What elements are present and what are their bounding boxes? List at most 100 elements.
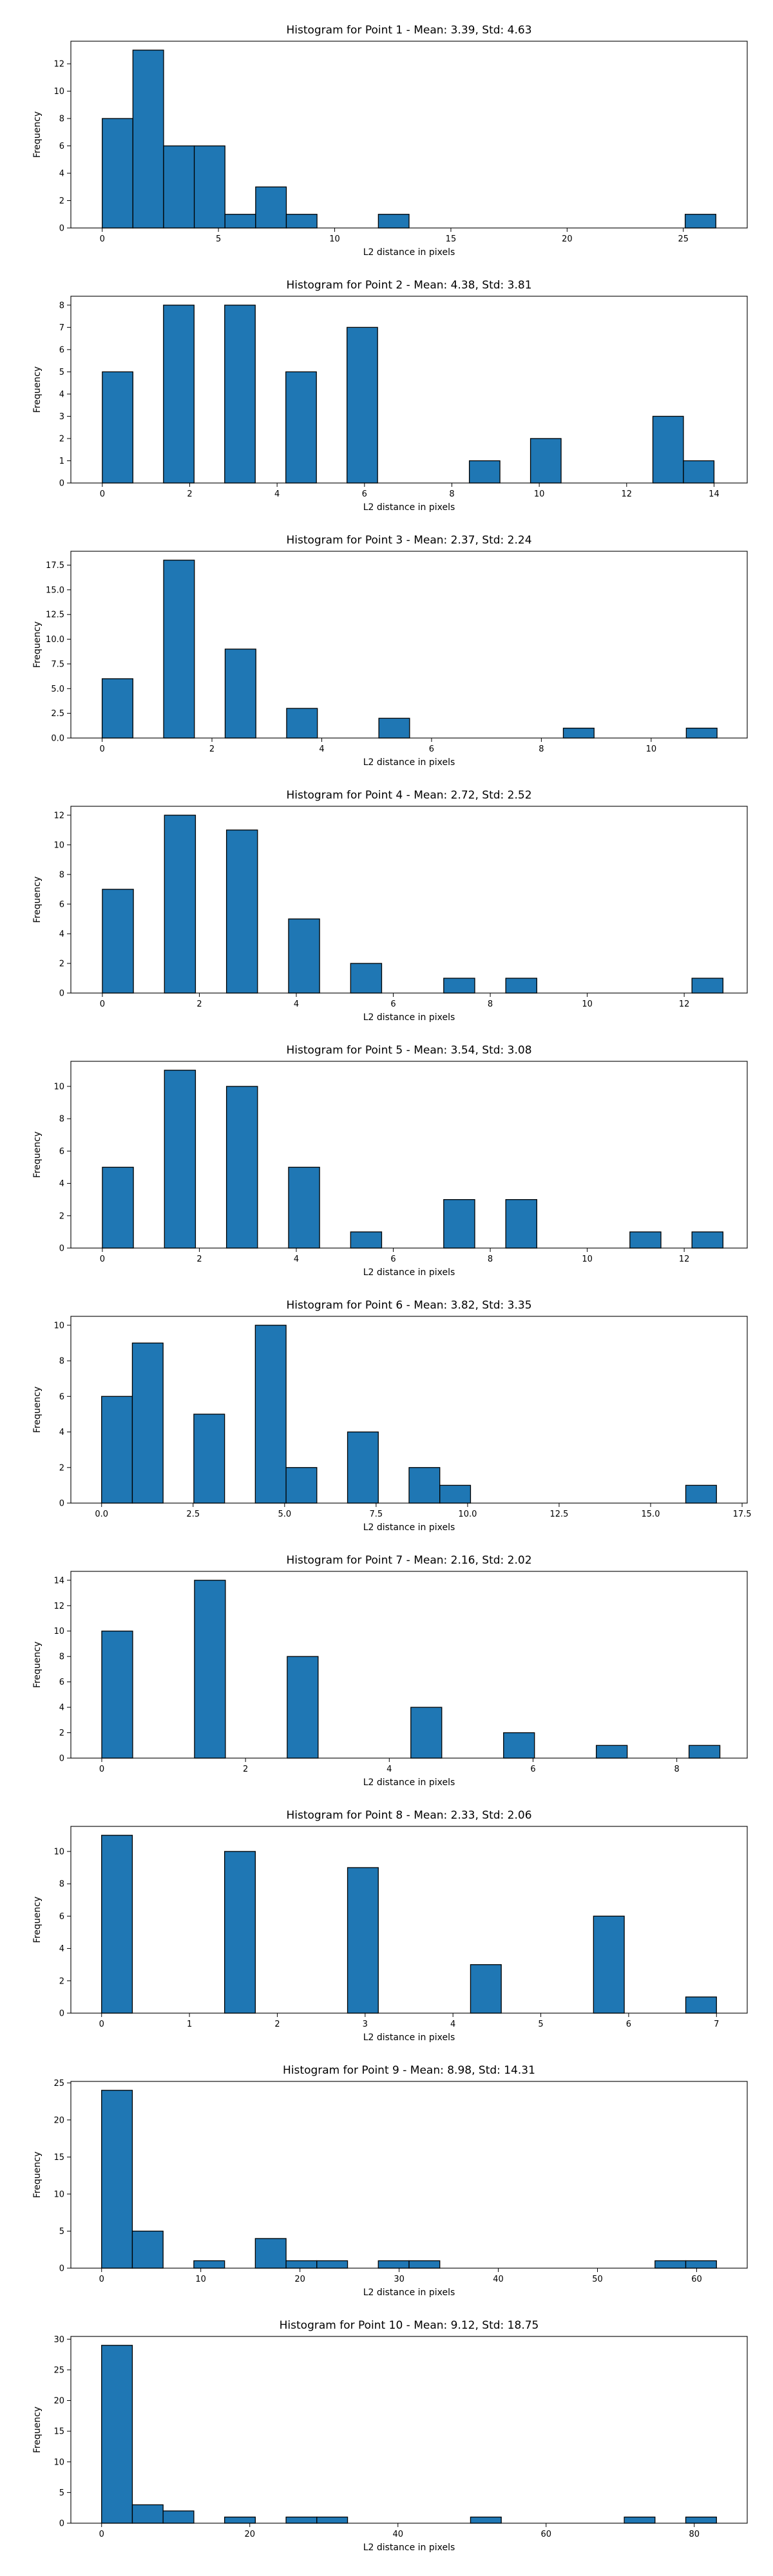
- histogram-panel-6: Histogram for Point 6 - Mean: 3.82, Std:…: [32, 1299, 752, 1533]
- y-tick-label: 17.5: [46, 561, 64, 571]
- histogram-bar: [439, 1484, 472, 1504]
- x-axis-label: L2 distance in pixels: [363, 1522, 455, 1533]
- axes-frame: [70, 806, 748, 994]
- histogram-bar: [164, 815, 196, 994]
- histogram-bar: [101, 678, 133, 739]
- y-tick-label: 0: [59, 989, 64, 999]
- histogram-bar: [101, 1396, 133, 1504]
- y-tick-label: 4: [59, 1428, 64, 1437]
- histogram-bar: [287, 1656, 319, 1759]
- y-tick-label: 2.5: [51, 709, 64, 719]
- x-tick-label: 4: [319, 744, 324, 754]
- histogram-bar: [101, 1835, 133, 2014]
- y-axis-label: Frequency: [32, 1897, 43, 1943]
- histogram-bar: [224, 214, 256, 229]
- x-axis-label: L2 distance in pixels: [363, 1012, 455, 1023]
- y-tick-label: 6: [59, 1912, 64, 1922]
- x-tick-label: 2: [243, 1765, 248, 1774]
- y-tick-label: 20: [53, 2396, 64, 2406]
- histogram-bar: [685, 214, 716, 229]
- y-tick-label: 10: [53, 1082, 64, 1092]
- histogram-bar: [131, 1342, 164, 1504]
- histogram-bar: [164, 1070, 196, 1249]
- y-tick-label: 1: [59, 457, 64, 466]
- y-tick-label: 5: [59, 368, 64, 377]
- x-tick-label: 4: [294, 1255, 299, 1264]
- x-tick-label: 6: [362, 489, 367, 499]
- histogram-panel-7: Histogram for Point 7 - Mean: 2.16, Std:…: [32, 1554, 748, 1788]
- x-tick-label: 0: [100, 489, 105, 499]
- axes-frame: [70, 1061, 748, 1249]
- y-tick-label: 3: [59, 412, 64, 422]
- y-tick-label: 6: [59, 1678, 64, 1687]
- histogram-panel-1: Histogram for Point 1 - Mean: 3.39, Std:…: [32, 24, 748, 258]
- y-tick-label: 6: [59, 142, 64, 151]
- y-tick-label: 2: [59, 196, 64, 206]
- y-axis-label: Frequency: [32, 366, 43, 413]
- y-tick-label: 15: [53, 2153, 64, 2163]
- y-tick-label: 4: [59, 169, 64, 179]
- x-tick-label: 12.5: [549, 1510, 568, 1519]
- y-tick-label: 2: [59, 434, 64, 444]
- x-tick-label: 20: [294, 2275, 305, 2284]
- y-tick-label: 4: [59, 929, 64, 939]
- y-tick-label: 8: [59, 1357, 64, 1367]
- y-tick-label: 2: [59, 959, 64, 969]
- y-tick-label: 10: [53, 87, 64, 97]
- x-tick-label: 0: [100, 234, 105, 244]
- x-tick-label: 20: [244, 2530, 255, 2539]
- y-tick-label: 15.0: [46, 585, 64, 595]
- x-tick-label: 25: [678, 234, 689, 244]
- y-tick-label: 15: [53, 2427, 64, 2437]
- histogram-bar: [691, 1231, 724, 1249]
- y-tick-label: 12: [53, 811, 64, 820]
- y-tick-label: 5: [59, 2488, 64, 2498]
- y-axis-label: Frequency: [32, 111, 43, 158]
- histogram-bar: [224, 1851, 256, 2014]
- histogram-bar: [685, 1484, 717, 1504]
- x-tick-label: 8: [674, 1765, 680, 1774]
- histogram-bar: [408, 2260, 441, 2269]
- x-tick-label: 0: [100, 1255, 105, 1264]
- histogram-bar: [101, 1631, 133, 1759]
- x-tick-label: 10: [195, 2275, 206, 2284]
- histogram-bar: [691, 978, 724, 994]
- y-axis-label: Frequency: [32, 1387, 43, 1433]
- histogram-bar: [377, 214, 410, 229]
- y-tick-label: 20: [53, 2116, 64, 2125]
- axes-frame: [70, 551, 748, 739]
- x-tick-label: 6: [390, 999, 396, 1009]
- chart-title: Histogram for Point 5 - Mean: 3.54, Std:…: [286, 1044, 531, 1057]
- axes-frame: [70, 1826, 748, 2014]
- x-tick-label: 2: [274, 2020, 280, 2029]
- x-tick-label: 12: [622, 489, 633, 499]
- y-axis-label: Frequency: [32, 621, 43, 668]
- axes-frame: [70, 1316, 748, 1504]
- histogram-bar: [378, 717, 410, 739]
- x-tick-label: 60: [691, 2275, 702, 2284]
- y-tick-label: 8: [59, 1653, 64, 1662]
- histogram-bar: [347, 327, 378, 484]
- y-tick-label: 10: [53, 1321, 64, 1331]
- chart-title: Histogram for Point 9 - Mean: 8.98, Std:…: [283, 2064, 535, 2077]
- x-tick-label: 8: [488, 1255, 493, 1264]
- x-tick-label: 10: [582, 1255, 593, 1264]
- x-axis-label: L2 distance in pixels: [363, 502, 455, 513]
- histogram-panel-5: Histogram for Point 5 - Mean: 3.54, Std:…: [32, 1044, 748, 1278]
- histogram-bar: [408, 1467, 441, 1504]
- y-tick-label: 4: [59, 1944, 64, 1954]
- x-tick-label: 4: [274, 489, 280, 499]
- histogram-bar: [255, 186, 287, 229]
- histogram-panel-10: Histogram for Point 10 - Mean: 9.12, Std…: [32, 2319, 748, 2553]
- histogram-bar: [163, 145, 195, 229]
- histogram-bar: [629, 1231, 662, 1249]
- y-tick-label: 4: [59, 390, 64, 399]
- histogram-bar: [654, 2260, 687, 2269]
- histogram-bar: [685, 1996, 717, 2014]
- x-tick-label: 10: [534, 489, 545, 499]
- y-tick-label: 12: [53, 60, 64, 70]
- x-tick-label: 50: [592, 2275, 603, 2284]
- histogram-panel-2: Histogram for Point 2 - Mean: 4.38, Std:…: [32, 279, 748, 513]
- histogram-bar: [347, 1431, 379, 1504]
- x-tick-label: 17.5: [733, 1510, 752, 1519]
